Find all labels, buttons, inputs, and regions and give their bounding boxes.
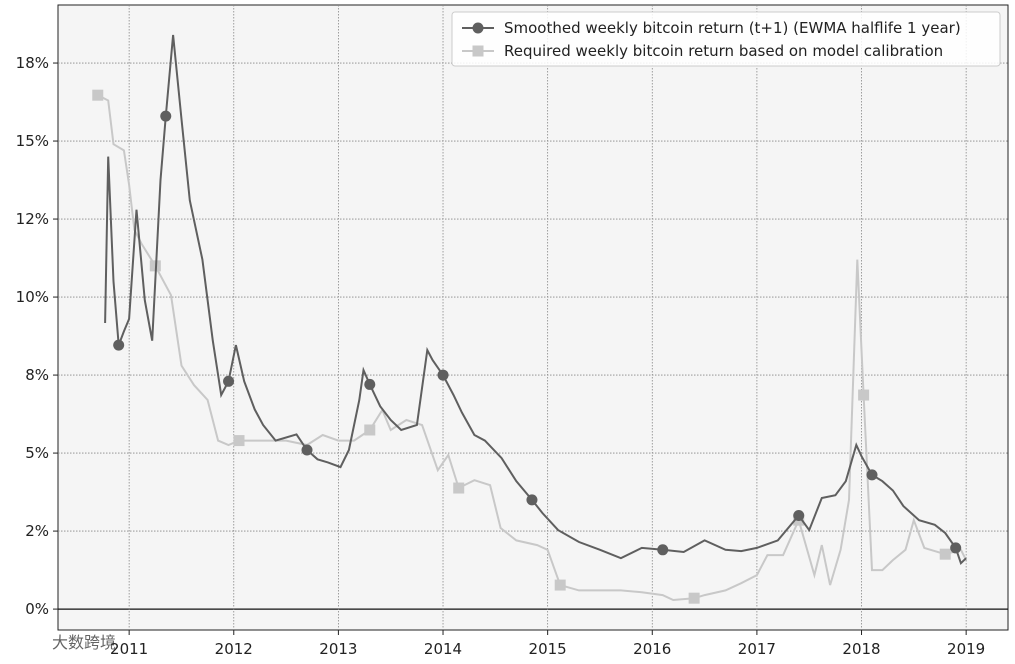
marker [526,494,538,506]
series-group [92,34,967,604]
marker [793,509,805,521]
y-tick-label: 10% [16,288,49,306]
y-tick-label: 12% [16,210,49,228]
y-tick-label: 8% [25,366,49,384]
x-tick-label: 2015 [529,640,567,658]
marker [950,542,962,554]
x-tick-label: 2018 [842,640,880,658]
x-tick-label: 2019 [947,640,985,658]
legend-label: Smoothed weekly bitcoin return (t+1) (EW… [504,19,961,37]
y-tick-label: 15% [16,132,49,150]
y-tick-label: 2% [25,522,49,540]
marker [437,369,449,381]
marker [223,375,235,387]
marker [866,469,878,481]
marker [688,592,700,604]
marker [233,435,245,447]
x-tick-label: 2014 [424,640,462,658]
marker [92,89,104,101]
legend: Smoothed weekly bitcoin return (t+1) (EW… [451,11,1001,67]
grid [58,5,1008,630]
marker [472,22,484,34]
x-tick-label: 2011 [110,640,148,658]
x-tick-label: 2017 [738,640,776,658]
series-line [97,94,967,602]
y-tick-label: 5% [25,444,49,462]
x-tick-label: 2012 [215,640,253,658]
marker [301,444,313,456]
legend-box [451,11,1001,67]
marker [364,424,376,436]
marker [939,548,951,560]
y-tick-label: 18% [16,54,49,72]
x-tick-label: 2013 [319,640,357,658]
marker [113,339,125,351]
series-line [104,34,967,566]
legend-label: Required weekly bitcoin return based on … [504,42,943,60]
plot-area [57,4,1009,631]
marker [657,544,669,556]
marker [364,378,376,390]
x-tick-label: 2016 [633,640,671,658]
marker [453,482,465,494]
marker [858,389,870,401]
y-tick-label: 0% [25,600,49,618]
marker [160,110,172,122]
axes: 0% 2% 5% 8% 10% 12% 15% 18% 2011 2012 2013 2014 2015… [16,54,986,658]
marker [472,45,484,57]
watermark: 大数跨境 [52,633,116,652]
marker [554,579,566,591]
